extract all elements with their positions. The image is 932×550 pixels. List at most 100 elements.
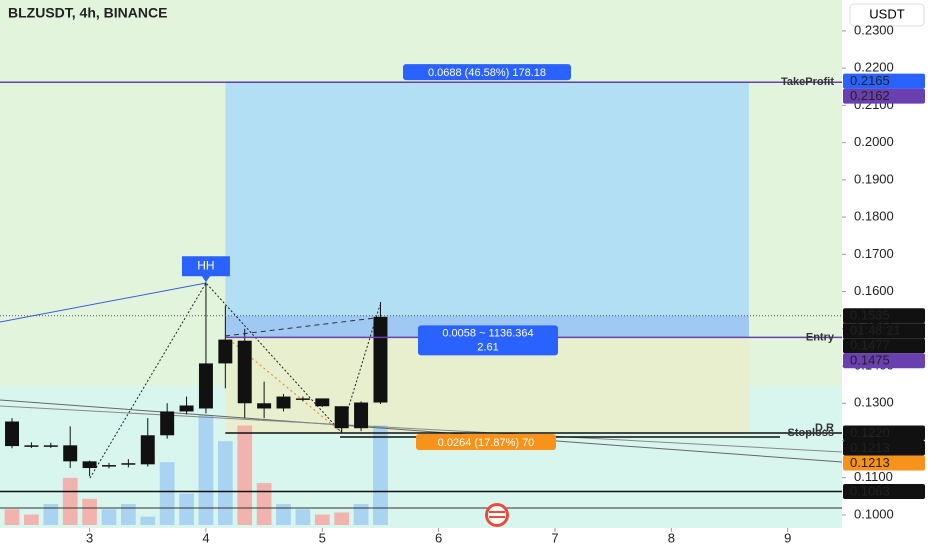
hh-label: HH: [197, 258, 214, 272]
volume: [4, 415, 388, 525]
volume-bar: [159, 462, 175, 525]
volume-bar: [314, 514, 330, 525]
volume-bar: [217, 441, 233, 525]
countdown-bg: [843, 323, 925, 339]
price-label: 0.1477: [850, 338, 890, 353]
y-tick-label: 0.1700: [854, 246, 894, 261]
x-tick-label: 4: [202, 530, 209, 545]
candle-body: [82, 461, 97, 469]
drawings: [0, 282, 843, 509]
candle-body: [218, 339, 233, 364]
volume-bar: [62, 477, 78, 525]
y-tick-label: 0.1300: [854, 395, 894, 410]
profit-zone: [225, 81, 749, 338]
entry-label-bg: [418, 325, 558, 356]
x-tick-label: 8: [668, 530, 675, 545]
hh-marker: [181, 256, 230, 283]
volume-bar: [256, 483, 272, 525]
countdown: 01:48:21: [850, 323, 901, 338]
position-tool: [225, 81, 749, 434]
y-tick-label: 0.1600: [854, 283, 894, 298]
time-axis-bg: [0, 528, 842, 550]
price-label: 0.2162: [850, 88, 890, 103]
dashed-line: [224, 317, 376, 337]
volume-bar: [198, 415, 214, 525]
candle-body: [334, 406, 349, 429]
y-tick-label: 0.2200: [854, 60, 894, 75]
y-tick-label: 0.1800: [854, 209, 894, 224]
candle-body: [295, 398, 310, 400]
trend-line: [0, 282, 207, 323]
candle-body: [198, 363, 213, 409]
volume-bar: [373, 425, 388, 525]
x-tick-label: 7: [551, 530, 558, 545]
y-tick-label: 0.1000: [854, 506, 894, 521]
level-label: TakeProfit: [781, 76, 834, 88]
candle-body: [102, 465, 116, 467]
x-tick-label: 9: [784, 530, 791, 545]
candle-body: [160, 411, 175, 436]
volume-bar: [276, 504, 291, 525]
price-label: 0.2165: [850, 73, 890, 88]
target-label-bg: [403, 64, 571, 81]
candle-body: [121, 463, 136, 465]
candle-body: [354, 402, 369, 429]
price-label: 0.1220: [850, 425, 890, 440]
volume-bar: [82, 498, 97, 525]
price-label-bg: [843, 308, 925, 324]
volume-bar: [140, 516, 156, 525]
x-tick-label: 5: [319, 530, 326, 545]
volume-bar: [4, 509, 20, 525]
price-label-bg: [843, 455, 925, 471]
x-tick-label: 6: [435, 530, 442, 545]
candles: [5, 282, 388, 477]
volume-bar: [179, 493, 194, 525]
candle-body: [5, 421, 20, 447]
price-label-bg: [843, 338, 925, 354]
candle-body: [140, 435, 155, 465]
entry-label: 0.0058 ~ 1136.364: [442, 327, 533, 339]
candle-body: [257, 403, 272, 409]
volume-bar: [237, 425, 253, 525]
level-note: D.R: [815, 422, 834, 434]
stop-label: 0.0264 (17.87%) 70: [438, 437, 535, 449]
y-tick-label: 0.1900: [854, 171, 894, 186]
stop-label-bg: [416, 434, 556, 451]
candle-body: [179, 405, 194, 412]
volume-bar: [101, 509, 117, 525]
currency: USDT: [869, 6, 904, 21]
currency-box: [849, 3, 925, 27]
level-label: Stoploss: [788, 427, 834, 439]
price-label-bg: [843, 425, 925, 441]
chart-title: BLZUSDT, 4h, BINANCE: [8, 5, 167, 21]
y-tick-label: 0.2000: [854, 134, 894, 149]
price-label: 0.1213: [850, 440, 890, 455]
candle-body: [63, 445, 78, 462]
price-label-bg: [843, 440, 925, 456]
price-label: 0.1063: [850, 483, 890, 498]
y-tick-label: 0.1100: [854, 469, 893, 484]
price-label: 0.1475: [850, 353, 890, 368]
level-label: Entry: [806, 331, 835, 343]
volume-bar: [295, 509, 311, 525]
target-label: 0.0688 (46.58%) 178.18: [428, 67, 546, 79]
price-label: 0.1213: [850, 455, 890, 470]
volume-bar: [43, 504, 59, 525]
candle-body: [373, 316, 388, 403]
price-label: 0.1535: [850, 308, 890, 323]
ratio-label: 2.61: [477, 341, 498, 353]
zigzag: [89, 282, 381, 479]
candle-body: [24, 445, 39, 447]
channel-line: [0, 405, 843, 453]
candle-body: [276, 396, 291, 409]
candle-body: [315, 398, 330, 407]
price-label-bg: [843, 88, 925, 104]
x-tick-label: 3: [86, 530, 93, 545]
price-label-bg: [843, 73, 925, 89]
y-tick-label: 0.2300: [854, 22, 894, 37]
price-label-bg: [843, 484, 925, 500]
volume-bar: [353, 504, 369, 525]
volume-bar: [24, 514, 39, 525]
